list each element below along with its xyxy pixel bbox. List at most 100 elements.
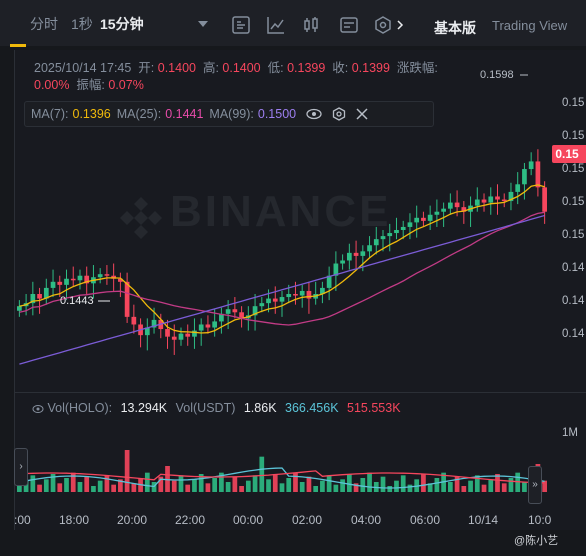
line-chart-icon[interactable] bbox=[267, 16, 285, 34]
price-tick: 0.15 bbox=[562, 97, 585, 109]
volume-bar bbox=[57, 483, 63, 492]
scroll-right-button[interactable]: » bbox=[528, 466, 542, 504]
scroll-left-button[interactable]: › bbox=[14, 448, 28, 486]
time-tick: 10:0 bbox=[528, 513, 552, 527]
chart-area[interactable] bbox=[14, 50, 586, 530]
candlestick-icon[interactable] bbox=[302, 16, 320, 34]
volume-axis-label: 1M bbox=[562, 427, 578, 439]
tab-tradingview[interactable]: Trading View bbox=[492, 18, 568, 33]
candle-body bbox=[171, 336, 177, 340]
candle-body bbox=[64, 278, 69, 285]
interval-15m[interactable]: 15分钟 bbox=[100, 16, 144, 32]
interval-1s[interactable]: 1秒 bbox=[71, 16, 93, 32]
ma25-value: 0.1441 bbox=[165, 107, 204, 121]
volume-bar bbox=[225, 482, 231, 492]
time-tick: 20:00 bbox=[117, 513, 148, 527]
volume-bar bbox=[468, 480, 473, 492]
interval-time[interactable]: 分时 bbox=[30, 16, 58, 32]
ma99-line bbox=[19, 214, 545, 365]
volume-bar bbox=[340, 479, 345, 492]
volume-bar bbox=[508, 478, 514, 492]
candle-body bbox=[454, 202, 460, 208]
candle-body bbox=[515, 184, 521, 192]
volume-bar bbox=[205, 483, 211, 492]
volume-ma-a-line bbox=[19, 467, 545, 489]
candle-body bbox=[326, 275, 332, 288]
settings-panel-icon[interactable] bbox=[340, 16, 358, 34]
volume-bar bbox=[495, 474, 500, 492]
candle-body bbox=[474, 199, 480, 206]
candle-body bbox=[124, 281, 130, 317]
ohlc-open: 0.1400 bbox=[157, 61, 196, 75]
price-tick: 0.15 bbox=[562, 196, 585, 208]
candle-body bbox=[239, 312, 244, 319]
candle-body bbox=[50, 281, 56, 288]
indicator-icon[interactable] bbox=[232, 16, 250, 34]
candle-body bbox=[481, 199, 487, 203]
candle-body bbox=[407, 222, 413, 227]
volume-bar bbox=[165, 466, 170, 492]
volume-bar bbox=[198, 474, 204, 492]
ohlc-close-label: 收: bbox=[332, 61, 349, 75]
volume-bar bbox=[43, 479, 49, 492]
candle-body bbox=[447, 202, 453, 209]
candle-body bbox=[144, 327, 150, 336]
volume-bar bbox=[192, 479, 197, 492]
ma7-line bbox=[19, 184, 545, 334]
high-price-marker: 0.1598 bbox=[480, 69, 514, 81]
settings-gear-icon[interactable] bbox=[374, 16, 392, 34]
eye-icon[interactable] bbox=[32, 404, 44, 414]
active-tab-indicator bbox=[10, 44, 26, 47]
volume-bar bbox=[131, 483, 137, 492]
candle-body bbox=[205, 324, 211, 328]
time-tick: 18:00 bbox=[59, 513, 90, 527]
vol-ma-a: 366.456K bbox=[285, 401, 339, 415]
time-tick: 06:00 bbox=[410, 513, 441, 527]
volume-bar bbox=[306, 476, 312, 492]
time-tick: :00 bbox=[14, 513, 31, 527]
volume-bar bbox=[185, 484, 191, 492]
candle-body bbox=[421, 217, 426, 221]
eye-icon[interactable] bbox=[306, 108, 322, 120]
candle-body bbox=[346, 252, 352, 261]
candle-body bbox=[30, 294, 36, 304]
volume-bar bbox=[144, 472, 150, 492]
ohlc-amp: 0.07% bbox=[108, 78, 144, 92]
ma7-value: 0.1396 bbox=[72, 107, 111, 121]
close-icon[interactable] bbox=[356, 108, 368, 120]
settings-hex-icon[interactable] bbox=[332, 107, 346, 121]
volume-bar bbox=[421, 474, 426, 492]
tab-basic[interactable]: 基本版 bbox=[434, 20, 476, 36]
volume-bar bbox=[30, 475, 36, 492]
candle-body bbox=[367, 245, 372, 252]
candle-body bbox=[501, 199, 507, 202]
volume-bar bbox=[232, 476, 238, 492]
time-tick: 22:00 bbox=[175, 513, 206, 527]
ohlc-readout: 2025/10/14 17:45 开: 0.1400 高: 0.1400 低: … bbox=[34, 60, 539, 94]
candle-body bbox=[131, 316, 137, 325]
candle-body bbox=[97, 274, 103, 278]
volume-bar bbox=[461, 486, 467, 492]
interval-dropdown-icon[interactable] bbox=[198, 20, 208, 28]
candle-body bbox=[387, 233, 393, 237]
candle-body bbox=[306, 290, 312, 299]
volume-bar bbox=[427, 483, 433, 492]
candle-body bbox=[340, 260, 345, 264]
pane-separator bbox=[14, 392, 586, 393]
volume-bar bbox=[171, 480, 177, 492]
low-price-marker: 0.1443 bbox=[60, 295, 94, 307]
ohlc-low: 0.1399 bbox=[287, 61, 326, 75]
chart-toolbar: 分时 1秒 15分钟 基本版 Trading View bbox=[0, 0, 586, 46]
volume-bar bbox=[279, 483, 285, 492]
vol-ma-b: 515.553K bbox=[347, 401, 401, 415]
volume-bar bbox=[252, 475, 258, 492]
candle-body bbox=[394, 230, 399, 234]
chevron-right-icon[interactable] bbox=[396, 20, 404, 30]
volume-bar bbox=[266, 479, 271, 492]
volume-bar bbox=[353, 483, 359, 492]
ma99-value: 0.1500 bbox=[257, 107, 297, 121]
volume-bar bbox=[320, 480, 325, 492]
candle-body bbox=[178, 333, 184, 340]
volume-bar bbox=[64, 478, 69, 492]
